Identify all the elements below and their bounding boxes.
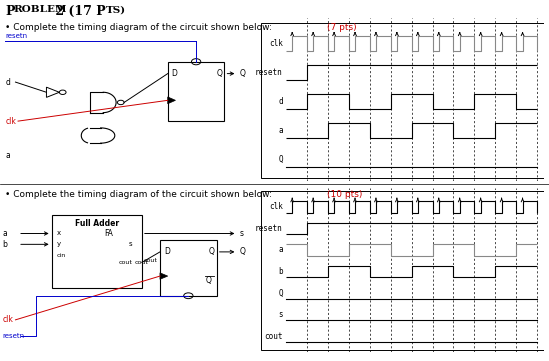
Text: s: s xyxy=(240,229,244,238)
Text: resetn: resetn xyxy=(255,68,283,77)
Text: (10 pts): (10 pts) xyxy=(327,190,362,199)
Polygon shape xyxy=(160,273,168,279)
Text: a: a xyxy=(5,151,10,160)
Text: resetn: resetn xyxy=(255,224,283,233)
Text: a: a xyxy=(3,229,7,238)
Text: a: a xyxy=(278,126,283,135)
Text: b: b xyxy=(278,267,283,276)
Text: b: b xyxy=(3,240,8,249)
Text: cout: cout xyxy=(143,258,157,263)
Text: s: s xyxy=(129,242,133,247)
Text: cout: cout xyxy=(119,260,132,265)
Text: clk: clk xyxy=(269,39,283,48)
Text: D: D xyxy=(172,69,177,78)
Text: cin: cin xyxy=(57,253,66,258)
Text: clk: clk xyxy=(3,316,14,324)
Text: • Complete the timing diagram of the circuit shown below:: • Complete the timing diagram of the cir… xyxy=(5,190,275,199)
Polygon shape xyxy=(168,97,176,104)
Bar xyxy=(160,240,217,296)
Text: • Complete the timing diagram of the circuit shown below:: • Complete the timing diagram of the cir… xyxy=(5,23,275,32)
Text: Q: Q xyxy=(209,247,215,256)
Text: Q: Q xyxy=(217,69,223,78)
Text: D: D xyxy=(164,247,170,256)
Bar xyxy=(52,216,142,288)
Text: Q: Q xyxy=(278,288,283,297)
Text: x: x xyxy=(57,231,61,236)
Text: Q: Q xyxy=(205,275,211,284)
Text: (7 pts): (7 pts) xyxy=(327,23,356,32)
Text: Full Adder: Full Adder xyxy=(75,219,119,228)
Text: ROBLEM: ROBLEM xyxy=(13,5,66,14)
Bar xyxy=(168,62,225,121)
Text: d: d xyxy=(5,78,10,87)
Text: 2 (17 P: 2 (17 P xyxy=(51,5,105,18)
Text: TS): TS) xyxy=(105,5,126,14)
Text: s: s xyxy=(278,310,283,319)
Text: resetn: resetn xyxy=(5,33,27,39)
Text: P: P xyxy=(5,5,15,18)
Text: Q: Q xyxy=(240,69,246,78)
Text: y: y xyxy=(57,242,61,247)
Text: Q: Q xyxy=(278,155,283,164)
Text: resetn: resetn xyxy=(3,333,25,339)
Text: cout: cout xyxy=(134,260,148,265)
Text: clk: clk xyxy=(269,202,283,211)
Text: cout: cout xyxy=(264,332,283,341)
Text: FA: FA xyxy=(104,229,114,238)
Text: d: d xyxy=(278,97,283,106)
Text: clk: clk xyxy=(5,117,16,126)
Text: a: a xyxy=(278,245,283,255)
Text: Q: Q xyxy=(240,247,246,256)
